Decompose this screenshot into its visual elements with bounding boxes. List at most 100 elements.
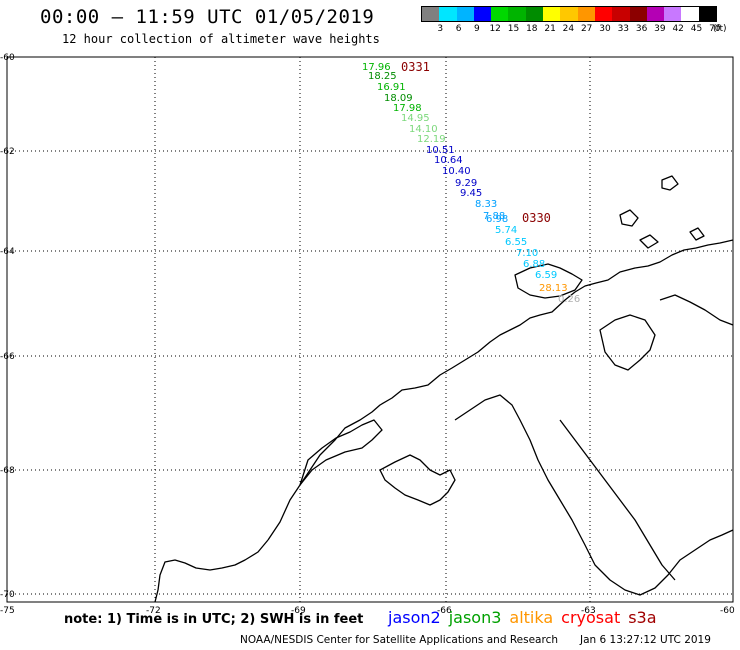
legend-label: 27 [580, 24, 593, 34]
satellite-legend: jason2 jason3 altika cryosat s3a [388, 608, 665, 627]
legend-label: 6 [455, 24, 462, 34]
swh-reading: 28.13 [539, 283, 568, 294]
legend-swatch [491, 7, 509, 21]
island-small [689, 227, 705, 241]
coastline-main [267, 239, 734, 541]
legend-swatch [525, 7, 544, 21]
coastline-south [559, 419, 676, 581]
coastline-inner [379, 454, 456, 506]
map-frame [6, 56, 734, 603]
coastline-bay [154, 539, 269, 603]
legend-swatch [664, 7, 682, 21]
lat-label: -62 [0, 147, 15, 157]
swh-reading: 7.10 [516, 248, 538, 259]
swh-reading: 5.74 [495, 225, 517, 236]
swh-reading: 10.40 [442, 166, 471, 177]
legend-label: 70 [709, 24, 721, 34]
map-subtitle: 12 hour collection of altimeter wave hei… [62, 32, 380, 46]
lat-label: -64 [0, 247, 15, 257]
satellite-name: jason3 [448, 608, 502, 627]
legend-swatch [560, 7, 578, 21]
lat-label: -68 [0, 466, 15, 476]
swh-reading: 9.29 [455, 178, 477, 189]
lat-label: -66 [0, 352, 15, 362]
legend-label: 30 [599, 24, 611, 34]
satellite-name: altika [509, 608, 554, 627]
map-title: 00:00 – 11:59 UTC 01/05/2019 [40, 6, 375, 28]
footnote: note: 1) Time is in UTC; 2) SWH is in fe… [64, 612, 364, 627]
legend-swatch [508, 7, 526, 21]
legend-label: 36 [635, 24, 648, 34]
legend-label: 3 [437, 24, 444, 34]
generated-timestamp: Jan 6 13:27:12 UTC 2019 [580, 634, 711, 646]
legend-swatch [612, 7, 630, 21]
swh-reading: 18.09 [384, 93, 413, 104]
altimeter-track: 17.9618.2516.9118.0917.9814.9514.1012.19… [362, 62, 580, 305]
lon-label: -60 [720, 606, 735, 616]
legend-label: 42 [672, 24, 684, 34]
swh-reading: 6.55 [505, 237, 527, 248]
lon-label: -63 [581, 606, 596, 616]
coastline-interior [454, 394, 734, 596]
swh-reading: 8.33 [475, 199, 497, 210]
swh-reading: 10.51 [426, 145, 455, 156]
satellite-name: jason2 [388, 608, 441, 627]
credit-line: NOAA/NESDIS Center for Satellite Applica… [240, 634, 558, 646]
legend-label: 9 [474, 24, 480, 34]
legend-swatch [629, 7, 647, 21]
legend-swatch [422, 7, 440, 21]
lon-label: -66 [437, 606, 452, 616]
swh-reading: 18.25 [368, 71, 397, 82]
pass-time-label: 0331 [401, 60, 430, 74]
legend-label: 39 [654, 24, 666, 34]
swh-reading: 10.64 [434, 155, 463, 166]
swh-reading: 12.19 [417, 134, 446, 145]
island-north [514, 263, 583, 299]
legend-swatch [681, 7, 699, 21]
coastline-island [299, 419, 383, 486]
lat-label: -70 [0, 590, 15, 600]
legend-label: 45 [690, 24, 703, 34]
swh-reading: 6.59 [535, 270, 557, 281]
swh-reading: 16.91 [377, 82, 406, 93]
lat-label: -60 [0, 53, 15, 63]
swh-reading: 9.45 [460, 188, 482, 199]
legend-swatches [421, 6, 718, 22]
legend-swatch [473, 7, 492, 21]
island-small [661, 175, 679, 191]
legend-unit: (ft) [713, 24, 727, 34]
island-small [639, 234, 659, 249]
legend-swatch [646, 7, 665, 21]
legend-label: 18 [526, 24, 538, 34]
satellite-name: cryosat [561, 608, 621, 627]
swh-reading: 6.88 [523, 259, 545, 270]
legend-labels: 3 6 9 12 15 18 21 24 27 30 33 36 39 42 45 70 [421, 24, 733, 36]
legend-swatch [594, 7, 613, 21]
swh-reading: 6.98 [486, 214, 508, 225]
legend-label: 24 [562, 24, 575, 34]
lon-label: -75 [0, 606, 15, 616]
swh-reading: 0.26 [558, 294, 580, 305]
lon-label: -72 [146, 606, 161, 616]
coastline-east [659, 294, 734, 326]
swh-reading: 17.98 [393, 103, 422, 114]
lon-label: -69 [291, 606, 306, 616]
swh-reading: 7.88 [483, 211, 505, 222]
island-small [619, 209, 639, 227]
coastline-shelf [599, 314, 656, 371]
color-legend: 3 6 9 12 15 18 21 24 27 30 33 36 39 42 45 70 (ft) [421, 4, 733, 38]
swh-reading: 14.95 [401, 113, 430, 124]
coastline [154, 175, 734, 603]
legend-label: 12 [489, 24, 501, 34]
legend-label: 33 [617, 24, 630, 34]
legend-swatch [456, 7, 474, 21]
legend-label: 21 [544, 24, 556, 34]
map-grid [6, 56, 734, 603]
legend-label: 15 [507, 24, 520, 34]
legend-swatch [543, 7, 561, 21]
legend-swatch [577, 7, 595, 21]
swh-reading: 17.96 [362, 62, 391, 73]
legend-swatch [439, 7, 457, 21]
legend-swatch [698, 7, 717, 21]
